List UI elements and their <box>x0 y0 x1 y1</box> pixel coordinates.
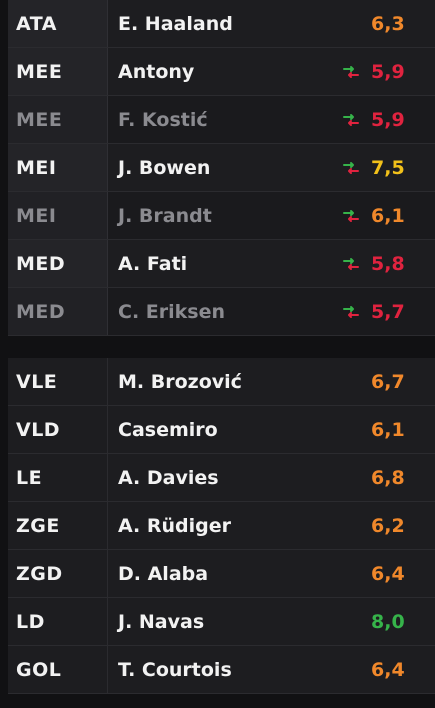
player-rating: 5,7 <box>371 300 405 323</box>
substitution-icon-slot <box>337 161 365 175</box>
player-rating: 6,1 <box>371 418 405 441</box>
position-label: ZGE <box>8 502 108 549</box>
player-rating: 6,8 <box>371 466 405 489</box>
position-label: ZGD <box>8 550 108 597</box>
player-name: J. Bowen <box>118 156 211 179</box>
player-rating: 7,5 <box>371 156 405 179</box>
player-rating: 6,1 <box>371 204 405 227</box>
player-rating: 6,4 <box>371 658 405 681</box>
substitution-arrows-icon <box>343 305 359 318</box>
substitution-icon-slot <box>337 113 365 127</box>
defenders-goalkeeper-list: VLE M. Brozović 6,7 VLD Casemiro 6,1 LE … <box>8 358 435 694</box>
player-name: A. Davies <box>118 466 219 489</box>
player-row-defenders-6[interactable]: GOL T. Courtois 6,4 <box>8 646 435 694</box>
player-row-defenders-2[interactable]: LE A. Davies 6,8 <box>8 454 435 502</box>
player-rating: 6,2 <box>371 514 405 537</box>
player-name: T. Courtois <box>118 658 232 681</box>
position-label: MEE <box>8 48 108 95</box>
player-row-starters-0[interactable]: ATA E. Haaland 6,3 <box>8 0 435 48</box>
position-label: MED <box>8 288 108 335</box>
position-label: LE <box>8 454 108 501</box>
player-row-starters-4[interactable]: MEI J. Brandt 6,1 <box>8 192 435 240</box>
player-rating: 5,8 <box>371 252 405 275</box>
position-label: ATA <box>8 0 108 47</box>
player-row-starters-3[interactable]: MEI J. Bowen 7,5 <box>8 144 435 192</box>
player-name: A. Fati <box>118 252 188 275</box>
substitution-icon-slot <box>337 65 365 79</box>
player-rating: 5,9 <box>371 60 405 83</box>
substitution-icon-slot <box>337 209 365 223</box>
player-row-defenders-5[interactable]: LD J. Navas 8,0 <box>8 598 435 646</box>
position-label: MEE <box>8 96 108 143</box>
position-label: GOL <box>8 646 108 693</box>
player-rating: 6,4 <box>371 562 405 585</box>
player-row-defenders-1[interactable]: VLD Casemiro 6,1 <box>8 406 435 454</box>
player-rating: 6,3 <box>371 12 405 35</box>
position-label: MEI <box>8 144 108 191</box>
player-row-defenders-3[interactable]: ZGE A. Rüdiger 6,2 <box>8 502 435 550</box>
player-row-defenders-4[interactable]: ZGD D. Alaba 6,4 <box>8 550 435 598</box>
player-rating: 5,9 <box>371 108 405 131</box>
player-name: F. Kostić <box>118 108 208 131</box>
section-divider <box>8 344 435 358</box>
substitution-arrows-icon <box>343 257 359 270</box>
position-label: MEI <box>8 192 108 239</box>
substitution-arrows-icon <box>343 113 359 126</box>
player-name: C. Eriksen <box>118 300 225 323</box>
player-name: D. Alaba <box>118 562 209 585</box>
attackers-midfielders-list: ATA E. Haaland 6,3 MEE Antony 5,9 MEE F.… <box>8 0 435 336</box>
player-name: A. Rüdiger <box>118 514 232 537</box>
substitution-arrows-icon <box>343 209 359 222</box>
player-name: E. Haaland <box>118 12 233 35</box>
player-row-starters-6[interactable]: MED C. Eriksen 5,7 <box>8 288 435 336</box>
position-label: LD <box>8 598 108 645</box>
player-name: M. Brozović <box>118 370 242 393</box>
substitution-icon-slot <box>337 305 365 319</box>
player-name: Casemiro <box>118 418 218 441</box>
substitution-icon-slot <box>337 257 365 271</box>
substitution-arrows-icon <box>343 65 359 78</box>
player-rating: 8,0 <box>371 610 405 633</box>
player-name: J. Brandt <box>118 204 212 227</box>
player-row-starters-2[interactable]: MEE F. Kostić 5,9 <box>8 96 435 144</box>
player-name: Antony <box>118 60 195 83</box>
player-row-starters-1[interactable]: MEE Antony 5,9 <box>8 48 435 96</box>
player-row-starters-5[interactable]: MED A. Fati 5,8 <box>8 240 435 288</box>
position-label: VLD <box>8 406 108 453</box>
player-row-defenders-0[interactable]: VLE M. Brozović 6,7 <box>8 358 435 406</box>
player-name: J. Navas <box>118 610 205 633</box>
position-label: MED <box>8 240 108 287</box>
substitution-arrows-icon <box>343 161 359 174</box>
position-label: VLE <box>8 358 108 405</box>
player-rating: 6,7 <box>371 370 405 393</box>
